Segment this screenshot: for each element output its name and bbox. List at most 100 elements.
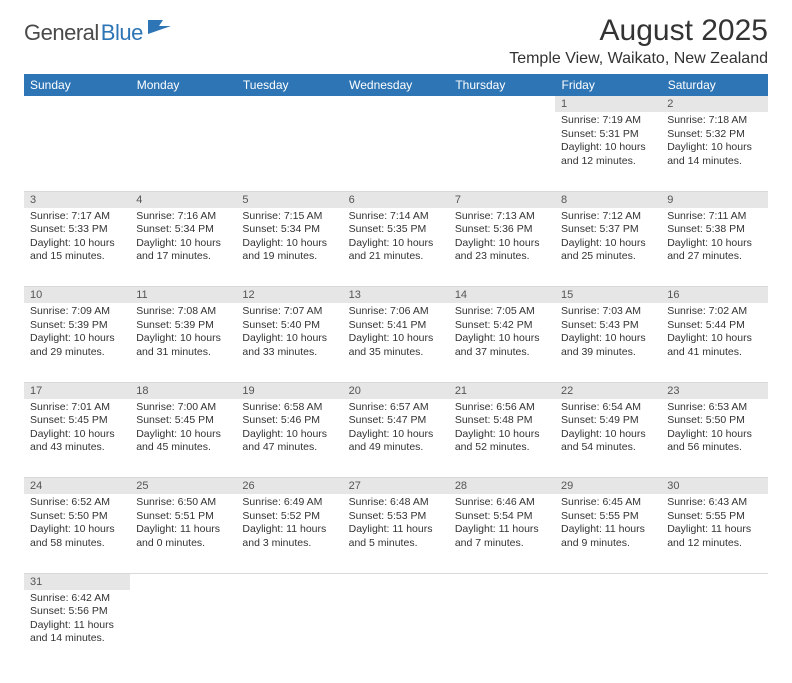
day-number: 14 (449, 287, 555, 304)
day-cell (130, 590, 236, 669)
day-content: Sunrise: 7:02 AMSunset: 5:44 PMDaylight:… (661, 303, 767, 364)
day-cell: Sunrise: 7:18 AMSunset: 5:32 PMDaylight:… (661, 112, 767, 191)
day-content: Sunrise: 7:09 AMSunset: 5:39 PMDaylight:… (24, 303, 130, 364)
logo-text-blue: Blue (101, 20, 143, 46)
day-number: 27 (343, 478, 449, 495)
title-block: August 2025 Temple View, Waikato, New Ze… (509, 14, 768, 68)
day-cell: Sunrise: 6:53 AMSunset: 5:50 PMDaylight:… (661, 399, 767, 478)
day-number (130, 573, 236, 590)
day-number: 7 (449, 191, 555, 208)
day-number (343, 96, 449, 112)
day-number (130, 96, 236, 112)
day-content: Sunrise: 6:53 AMSunset: 5:50 PMDaylight:… (661, 399, 767, 460)
day-number: 10 (24, 287, 130, 304)
daynum-row: 12 (24, 96, 768, 112)
day-content: Sunrise: 7:17 AMSunset: 5:33 PMDaylight:… (24, 208, 130, 269)
flag-icon (147, 18, 173, 41)
day-cell: Sunrise: 7:05 AMSunset: 5:42 PMDaylight:… (449, 303, 555, 382)
day-cell (130, 112, 236, 191)
day-content: Sunrise: 6:50 AMSunset: 5:51 PMDaylight:… (130, 494, 236, 555)
day-cell (24, 112, 130, 191)
day-content: Sunrise: 6:57 AMSunset: 5:47 PMDaylight:… (343, 399, 449, 460)
week-row: Sunrise: 7:19 AMSunset: 5:31 PMDaylight:… (24, 112, 768, 191)
day-number (555, 573, 661, 590)
day-number: 28 (449, 478, 555, 495)
day-cell: Sunrise: 6:54 AMSunset: 5:49 PMDaylight:… (555, 399, 661, 478)
day-cell: Sunrise: 7:16 AMSunset: 5:34 PMDaylight:… (130, 208, 236, 287)
day-content: Sunrise: 6:58 AMSunset: 5:46 PMDaylight:… (236, 399, 342, 460)
day-content: Sunrise: 6:43 AMSunset: 5:55 PMDaylight:… (661, 494, 767, 555)
day-number: 20 (343, 382, 449, 399)
calendar-body: 12Sunrise: 7:19 AMSunset: 5:31 PMDayligh… (24, 96, 768, 669)
day-number (661, 573, 767, 590)
day-number (24, 96, 130, 112)
day-content: Sunrise: 7:14 AMSunset: 5:35 PMDaylight:… (343, 208, 449, 269)
header: GeneralBlue August 2025 Temple View, Wai… (24, 14, 768, 68)
week-row: Sunrise: 6:52 AMSunset: 5:50 PMDaylight:… (24, 494, 768, 573)
day-cell: Sunrise: 7:02 AMSunset: 5:44 PMDaylight:… (661, 303, 767, 382)
day-number: 3 (24, 191, 130, 208)
day-content: Sunrise: 6:49 AMSunset: 5:52 PMDaylight:… (236, 494, 342, 555)
day-cell: Sunrise: 7:17 AMSunset: 5:33 PMDaylight:… (24, 208, 130, 287)
day-cell: Sunrise: 7:15 AMSunset: 5:34 PMDaylight:… (236, 208, 342, 287)
day-cell: Sunrise: 7:13 AMSunset: 5:36 PMDaylight:… (449, 208, 555, 287)
weekday-header: Friday (555, 74, 661, 96)
day-cell: Sunrise: 6:45 AMSunset: 5:55 PMDaylight:… (555, 494, 661, 573)
day-content: Sunrise: 6:45 AMSunset: 5:55 PMDaylight:… (555, 494, 661, 555)
day-cell: Sunrise: 7:08 AMSunset: 5:39 PMDaylight:… (130, 303, 236, 382)
logo: GeneralBlue (24, 20, 173, 46)
day-cell (555, 590, 661, 669)
day-number: 24 (24, 478, 130, 495)
day-content: Sunrise: 7:08 AMSunset: 5:39 PMDaylight:… (130, 303, 236, 364)
day-number: 6 (343, 191, 449, 208)
day-number: 2 (661, 96, 767, 112)
day-cell (343, 112, 449, 191)
day-number: 21 (449, 382, 555, 399)
weekday-header-row: SundayMondayTuesdayWednesdayThursdayFrid… (24, 74, 768, 96)
day-cell: Sunrise: 7:07 AMSunset: 5:40 PMDaylight:… (236, 303, 342, 382)
daynum-row: 24252627282930 (24, 478, 768, 495)
day-number: 5 (236, 191, 342, 208)
day-content: Sunrise: 7:07 AMSunset: 5:40 PMDaylight:… (236, 303, 342, 364)
day-cell: Sunrise: 6:42 AMSunset: 5:56 PMDaylight:… (24, 590, 130, 669)
day-cell (343, 590, 449, 669)
weekday-header: Saturday (661, 74, 767, 96)
day-cell: Sunrise: 7:01 AMSunset: 5:45 PMDaylight:… (24, 399, 130, 478)
day-content: Sunrise: 7:16 AMSunset: 5:34 PMDaylight:… (130, 208, 236, 269)
week-row: Sunrise: 7:01 AMSunset: 5:45 PMDaylight:… (24, 399, 768, 478)
day-content: Sunrise: 7:13 AMSunset: 5:36 PMDaylight:… (449, 208, 555, 269)
day-cell: Sunrise: 6:48 AMSunset: 5:53 PMDaylight:… (343, 494, 449, 573)
day-number (236, 96, 342, 112)
daynum-row: 31 (24, 573, 768, 590)
daynum-row: 17181920212223 (24, 382, 768, 399)
logo-text-dark: General (24, 20, 99, 46)
day-content: Sunrise: 6:42 AMSunset: 5:56 PMDaylight:… (24, 590, 130, 651)
day-number: 31 (24, 573, 130, 590)
day-content: Sunrise: 7:05 AMSunset: 5:42 PMDaylight:… (449, 303, 555, 364)
day-content: Sunrise: 6:48 AMSunset: 5:53 PMDaylight:… (343, 494, 449, 555)
day-content: Sunrise: 7:01 AMSunset: 5:45 PMDaylight:… (24, 399, 130, 460)
day-cell: Sunrise: 7:00 AMSunset: 5:45 PMDaylight:… (130, 399, 236, 478)
day-cell: Sunrise: 7:09 AMSunset: 5:39 PMDaylight:… (24, 303, 130, 382)
day-number: 30 (661, 478, 767, 495)
weekday-header: Wednesday (343, 74, 449, 96)
day-content: Sunrise: 7:00 AMSunset: 5:45 PMDaylight:… (130, 399, 236, 460)
day-content: Sunrise: 7:11 AMSunset: 5:38 PMDaylight:… (661, 208, 767, 269)
day-cell: Sunrise: 7:06 AMSunset: 5:41 PMDaylight:… (343, 303, 449, 382)
day-number: 4 (130, 191, 236, 208)
day-content: Sunrise: 6:46 AMSunset: 5:54 PMDaylight:… (449, 494, 555, 555)
weekday-header: Monday (130, 74, 236, 96)
weekday-header: Sunday (24, 74, 130, 96)
day-cell: Sunrise: 6:58 AMSunset: 5:46 PMDaylight:… (236, 399, 342, 478)
day-content: Sunrise: 7:15 AMSunset: 5:34 PMDaylight:… (236, 208, 342, 269)
day-cell (236, 112, 342, 191)
day-number: 11 (130, 287, 236, 304)
day-number (236, 573, 342, 590)
day-cell (661, 590, 767, 669)
day-cell: Sunrise: 7:14 AMSunset: 5:35 PMDaylight:… (343, 208, 449, 287)
day-number (449, 573, 555, 590)
day-cell: Sunrise: 6:57 AMSunset: 5:47 PMDaylight:… (343, 399, 449, 478)
day-number: 22 (555, 382, 661, 399)
day-cell: Sunrise: 6:52 AMSunset: 5:50 PMDaylight:… (24, 494, 130, 573)
day-cell: Sunrise: 6:50 AMSunset: 5:51 PMDaylight:… (130, 494, 236, 573)
